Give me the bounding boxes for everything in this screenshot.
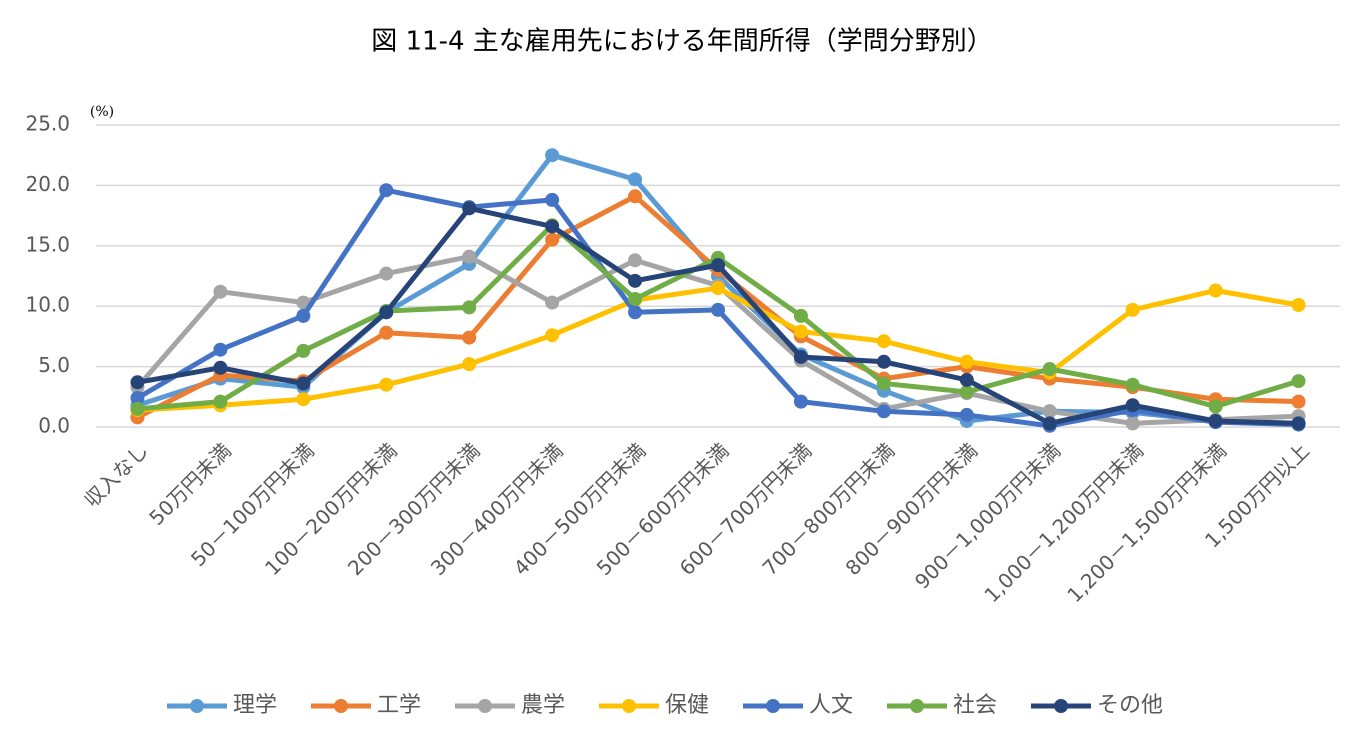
point (1125, 377, 1140, 392)
legend-label: 社会 (953, 693, 997, 718)
y-tick-label: 20.0 (25, 172, 70, 196)
point (711, 302, 725, 317)
point (1125, 416, 1140, 431)
legend-marker (1054, 699, 1068, 713)
point (1042, 404, 1057, 419)
legend-marker (334, 699, 348, 713)
legend-label: 農学 (521, 693, 565, 718)
point (876, 404, 891, 419)
point (545, 148, 560, 163)
point (545, 192, 560, 207)
point (545, 328, 560, 343)
y-tick-label: 10.0 (25, 293, 70, 317)
point (1042, 362, 1057, 377)
legend-label: 保健 (665, 693, 709, 718)
point (628, 273, 643, 288)
point (959, 407, 974, 422)
point (1291, 374, 1306, 389)
point (1291, 297, 1306, 312)
y-tick-label: 25.0 (25, 112, 70, 136)
point (1125, 302, 1140, 317)
point (1291, 416, 1306, 431)
point (545, 295, 560, 310)
legend-label: 理学 (233, 693, 277, 718)
point (130, 401, 145, 416)
point (793, 324, 808, 339)
point (711, 258, 725, 273)
point (876, 334, 891, 349)
point (1042, 416, 1057, 431)
point (379, 305, 394, 320)
legend-label: その他 (1097, 693, 1163, 718)
x-tick-label: 収入なし (79, 438, 153, 512)
point (793, 308, 808, 323)
point (628, 253, 643, 268)
y-unit: (%) (90, 104, 114, 120)
legend-marker (766, 699, 780, 713)
point (628, 305, 643, 320)
point (130, 391, 145, 406)
point (628, 291, 643, 306)
point (213, 394, 228, 409)
point (959, 372, 974, 387)
point (213, 284, 228, 299)
legend-marker (190, 699, 204, 713)
y-tick-label: 0.0 (38, 414, 70, 438)
point (545, 219, 560, 234)
point (628, 172, 643, 187)
point (793, 394, 808, 409)
point (296, 376, 311, 391)
point (1208, 399, 1223, 414)
point (296, 308, 311, 323)
point (793, 349, 808, 364)
point (876, 376, 891, 391)
point (1291, 394, 1306, 409)
legend-marker (910, 699, 924, 713)
legend-marker (478, 699, 492, 713)
point (545, 232, 560, 247)
point (1208, 283, 1223, 298)
legend-label: 工学 (377, 693, 421, 718)
point (1125, 398, 1140, 413)
point (213, 360, 228, 375)
point (959, 354, 974, 369)
point (462, 300, 477, 315)
point (462, 357, 477, 372)
point (1208, 413, 1223, 428)
point (296, 392, 311, 407)
point (379, 325, 394, 340)
point (379, 266, 394, 281)
point (296, 343, 311, 358)
point (876, 354, 891, 369)
point (462, 330, 477, 345)
point (462, 201, 477, 216)
y-tick-label: 15.0 (25, 232, 70, 256)
legend-marker (622, 699, 636, 713)
point (130, 375, 145, 390)
point (379, 183, 394, 198)
x-tick-label: 1,000－1,200万円未満 (979, 438, 1148, 607)
point (379, 377, 394, 392)
point (959, 384, 974, 399)
point (462, 249, 477, 264)
x-tick-label: 50万円未満 (144, 438, 236, 530)
point (628, 189, 643, 204)
point (711, 281, 725, 296)
chart-title: 図 11-4 主な雇用先における年間所得（学問分野別） (371, 27, 993, 57)
x-tick-label: 1,200－1,500万円未満 (1062, 438, 1231, 607)
x-tick-label: 900－1,000万円未満 (910, 438, 1065, 593)
point (213, 342, 228, 357)
legend-label: 人文 (809, 693, 853, 718)
y-tick-label: 5.0 (38, 353, 70, 377)
